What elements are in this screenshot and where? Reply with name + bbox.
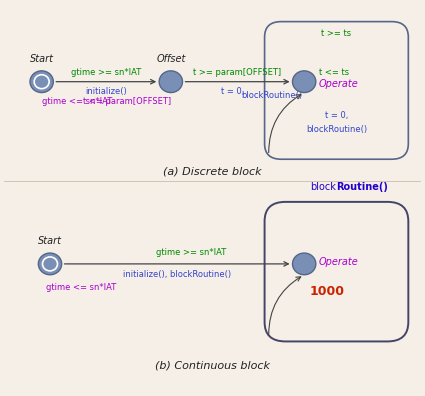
Text: 1000: 1000 bbox=[309, 285, 345, 297]
Text: Operate: Operate bbox=[319, 257, 359, 267]
Text: Start: Start bbox=[38, 236, 62, 246]
Text: Routine(): Routine() bbox=[337, 182, 388, 192]
Text: t >= ts: t >= ts bbox=[321, 29, 351, 38]
Text: Operate: Operate bbox=[319, 79, 359, 89]
Text: gtime >= sn*IAT: gtime >= sn*IAT bbox=[71, 68, 142, 77]
Text: t <= ts: t <= ts bbox=[319, 68, 349, 77]
Text: Offset: Offset bbox=[156, 54, 186, 64]
Text: gtime <= sn*IAT: gtime <= sn*IAT bbox=[46, 283, 116, 292]
Circle shape bbox=[292, 71, 316, 93]
Text: t = 0,: t = 0, bbox=[221, 87, 244, 96]
Text: gtime >= sn*IAT: gtime >= sn*IAT bbox=[156, 248, 227, 257]
Text: t <= param[OFFSET]: t <= param[OFFSET] bbox=[83, 97, 171, 106]
Circle shape bbox=[38, 253, 62, 275]
Circle shape bbox=[292, 253, 316, 275]
Text: (b) Continuous block: (b) Continuous block bbox=[155, 360, 270, 371]
Text: t >= param[OFFSET]: t >= param[OFFSET] bbox=[193, 68, 282, 77]
Text: t = 0,: t = 0, bbox=[325, 111, 348, 120]
Circle shape bbox=[30, 71, 53, 93]
Text: blockRoutine(): blockRoutine() bbox=[242, 91, 303, 101]
Text: Start: Start bbox=[30, 54, 54, 64]
Text: (a) Discrete block: (a) Discrete block bbox=[163, 167, 262, 177]
Text: gtime <= sn*IAT: gtime <= sn*IAT bbox=[42, 97, 112, 106]
Circle shape bbox=[42, 257, 57, 271]
Circle shape bbox=[159, 71, 182, 93]
Text: initialize(): initialize() bbox=[85, 87, 127, 96]
Text: initialize(), blockRoutine(): initialize(), blockRoutine() bbox=[123, 270, 231, 279]
Text: block: block bbox=[311, 182, 337, 192]
FancyBboxPatch shape bbox=[265, 202, 408, 341]
Text: blockRoutine(): blockRoutine() bbox=[306, 125, 367, 134]
Circle shape bbox=[34, 75, 49, 89]
FancyBboxPatch shape bbox=[265, 22, 408, 159]
